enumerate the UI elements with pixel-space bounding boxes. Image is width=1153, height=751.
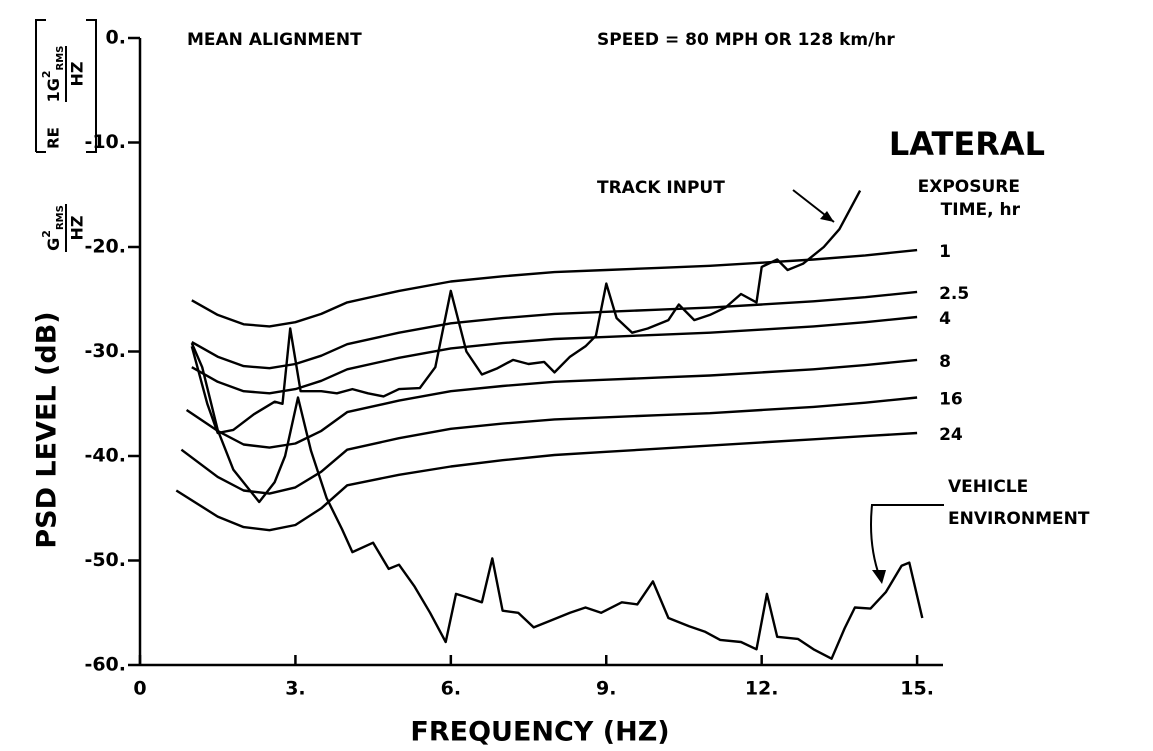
series-line (190, 342, 924, 660)
x-tick-label: 12. (745, 678, 779, 700)
arrow-head (872, 570, 886, 584)
x-tick-label: 0 (133, 678, 146, 700)
chart-title: MEAN ALIGNMENT (187, 30, 362, 50)
legend-title: TIME, hr (941, 200, 1021, 220)
chart-subtitle: SPEED = 80 MPH OR 128 km/hr (597, 30, 895, 50)
y-tick-label: -60. (84, 654, 126, 676)
y-axis-title: PSD LEVEL (dB) (32, 311, 63, 548)
x-tick-label: 15. (900, 678, 934, 700)
unit-sub: RMS (55, 205, 66, 230)
panel-label: LATERAL (889, 125, 1045, 163)
series-line (191, 290, 918, 370)
series-line (191, 315, 918, 395)
y-tick-label: -10. (84, 131, 126, 153)
y-tick-label: -50. (84, 549, 126, 571)
ref-sup: 2 (40, 70, 53, 78)
series-line (175, 431, 918, 532)
series-line (191, 248, 918, 328)
series-line (185, 358, 918, 449)
series-annotation: VEHICLE ENVIRONMENT (948, 477, 1090, 529)
annotation-line: ENVIRONMENT (948, 509, 1090, 529)
y-tick-label: -20. (84, 236, 126, 258)
legend-title: EXPOSURE (918, 177, 1020, 197)
series-label: 16 (939, 389, 963, 409)
series-label: 8 (939, 352, 951, 372)
arrow-head (820, 211, 834, 222)
unit-text: G2RMS (40, 205, 66, 251)
series-label: 24 (939, 425, 963, 445)
y-tick-label: 0. (106, 27, 126, 49)
ref-den: HZ (68, 62, 87, 87)
y-unit: G2RMS HZ (40, 204, 87, 252)
ref-base: 1G (44, 78, 63, 102)
x-tick-label: 9. (596, 678, 616, 700)
ref-sub: RMS (55, 46, 66, 71)
x-tick-label: 3. (285, 678, 305, 700)
y-ref-unit: RE 1G2RMS HZ (35, 19, 97, 153)
y-tick-label: -30. (84, 340, 126, 362)
series-label: 4 (939, 309, 951, 329)
unit-den: HZ (68, 216, 87, 241)
annotation-line: VEHICLE (948, 477, 1028, 497)
brackets (35, 19, 97, 153)
x-tick-label: 6. (441, 678, 461, 700)
unit-sup: 2 (40, 230, 53, 238)
series-label: 1 (939, 242, 951, 262)
ref-text: 1G2RMS (40, 46, 66, 103)
unit-base: G (44, 238, 63, 251)
series-line (180, 396, 918, 495)
series-line (190, 190, 862, 435)
ref-prefix: RE (45, 127, 63, 149)
series-annotation: TRACK INPUT (597, 178, 725, 198)
x-axis-title: FREQUENCY (HZ) (410, 717, 669, 748)
y-tick-label: -40. (84, 445, 126, 467)
annotation-arrow (870, 504, 944, 579)
series-label: 2.5 (939, 284, 969, 304)
